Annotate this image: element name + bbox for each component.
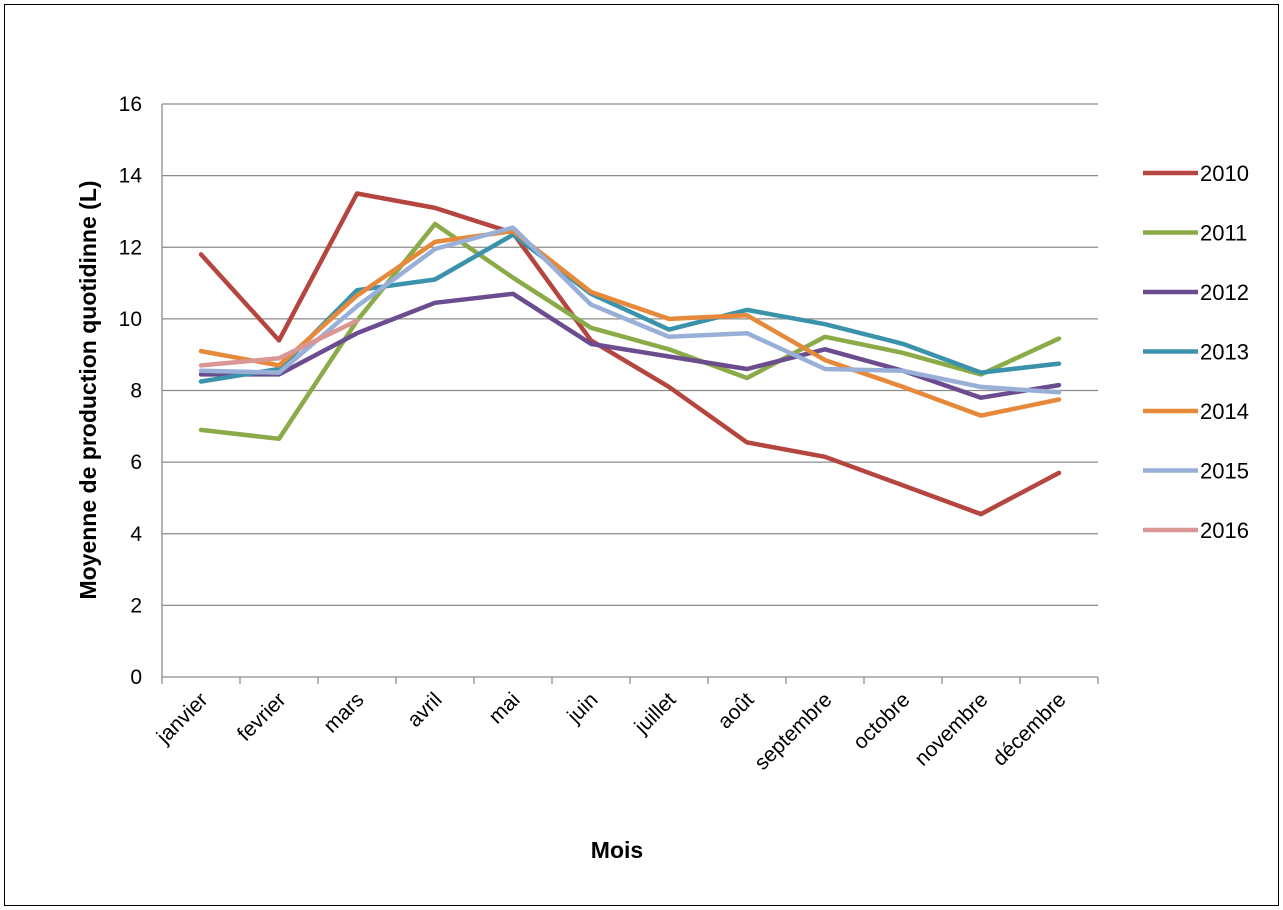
y-tick-label: 4 (130, 523, 142, 546)
y-axis-title: Moyenne de production quotidinne (L) (75, 180, 101, 599)
series-line-2016 (198, 318, 360, 368)
x-tick-label: mai (484, 688, 524, 728)
series-line-2010 (198, 191, 1062, 517)
legend: 2010 2011 2012 2013 2014 2015 2016 (1143, 161, 1249, 543)
y-tick-labels: 0 2 4 6 8 10 12 14 16 (119, 93, 143, 689)
legend-label-2015: 2015 (1200, 459, 1249, 484)
x-tick-label: janvier (152, 688, 213, 749)
y-tick-label: 2 (130, 594, 142, 617)
x-tick-label: novembre (910, 688, 992, 770)
x-tick-labels: janvier fevrier mars avril mai juin juillet aoû… (152, 688, 1071, 775)
x-tick-label: octobre (849, 688, 915, 754)
legend-label-2016: 2016 (1200, 518, 1249, 543)
chart-frame (4, 4, 1279, 906)
x-tick-label: mars (319, 688, 368, 737)
series-line-2013 (198, 232, 1062, 384)
x-tick-label: août (713, 688, 758, 733)
x-tick-label: avril (403, 688, 446, 731)
y-tick-label: 6 (130, 451, 142, 474)
series-line-2015 (198, 225, 1062, 395)
legend-label-2013: 2013 (1200, 340, 1249, 365)
legend-label-2010: 2010 (1200, 161, 1249, 186)
series-line-2014 (198, 228, 1062, 418)
legend-label-2011: 2011 (1200, 221, 1247, 246)
y-tick-label: 8 (130, 380, 142, 403)
y-tick-label: 12 (119, 236, 142, 259)
y-tick-label: 10 (119, 308, 142, 331)
x-tick-label: juin (562, 688, 602, 728)
x-tick-label: juillet (630, 688, 681, 739)
y-tick-label: 16 (119, 93, 142, 116)
series-lines (198, 191, 1062, 517)
y-tick-label: 0 (130, 666, 142, 689)
x-tick-label: septembre (750, 688, 836, 774)
gridlines (161, 103, 1099, 684)
y-tick-label: 14 (119, 165, 143, 188)
legend-label-2014: 2014 (1200, 399, 1249, 424)
x-tick-label: décembre (988, 688, 1070, 770)
x-tick-label: fevrier (233, 688, 291, 746)
x-axis-title: Mois (591, 837, 643, 863)
legend-label-2012: 2012 (1200, 280, 1249, 305)
